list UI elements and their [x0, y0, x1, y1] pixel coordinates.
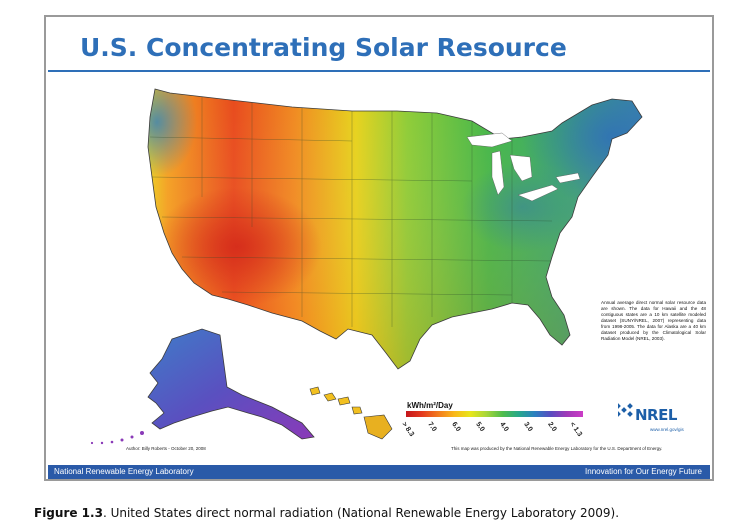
colorbar-title: kWh/m²/Day	[407, 401, 453, 410]
map-figure-frame: U.S. Concentrating Solar Resource	[44, 15, 714, 481]
figure-caption-text: . United States direct normal radiation …	[102, 506, 620, 520]
figure-caption: Figure 1.3. United States direct normal …	[34, 506, 619, 520]
map-data-note: Annual average direct normal solar resou…	[601, 300, 706, 341]
colorbar-tick: 2.0	[546, 421, 558, 433]
colorbar-tick: 5.0	[474, 421, 486, 433]
great-lakes	[466, 132, 581, 202]
contiguous-us-region	[148, 89, 642, 369]
author-credit: Author: Billy Roberts - October 20, 2008	[126, 446, 206, 451]
colorbar-tick: 3.0	[522, 421, 534, 433]
hawaii-islands	[309, 386, 393, 440]
colorbar	[406, 411, 583, 417]
solar-resource-map	[90, 88, 643, 445]
nrel-url: www.nrel.gov/gis	[650, 427, 684, 432]
colorbar-tick: 4.0	[498, 421, 510, 433]
colorbar-tick: < 1.3	[568, 421, 584, 438]
footer-left: National Renewable Energy Laboratory	[54, 467, 194, 476]
nrel-logo-text: NREL	[635, 406, 677, 424]
us-outline	[147, 88, 643, 370]
colorbar-tick: 7.0	[426, 421, 438, 433]
footer-right: Innovation for Our Energy Future	[585, 467, 702, 476]
colorbar-tick: 6.0	[450, 421, 462, 433]
title-rule	[48, 70, 710, 72]
map-title: U.S. Concentrating Solar Resource	[80, 33, 567, 62]
colorbar-tick: > 8.3	[400, 421, 416, 438]
footer-bar: National Renewable Energy Laboratory Inn…	[48, 465, 710, 479]
aleutian-islands	[90, 431, 144, 445]
alaska-region	[147, 328, 315, 440]
producer-credit: This map was produced by the National Re…	[451, 446, 663, 451]
colorbar-ticks: > 8.3 7.0 6.0 5.0 4.0 3.0 2.0 < 1.3	[398, 421, 598, 447]
nrel-logo-icon	[618, 403, 633, 417]
figure-label: Figure 1.3	[34, 506, 103, 520]
